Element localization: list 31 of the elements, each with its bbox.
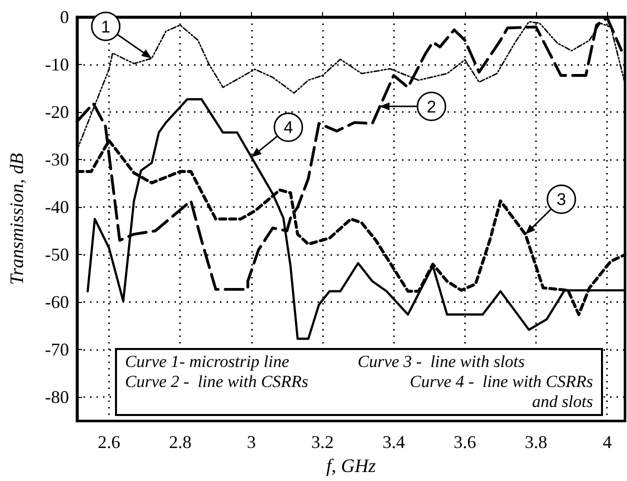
x-tick-label: 3.2 bbox=[311, 432, 334, 452]
numbered-callout: 4 bbox=[251, 112, 304, 158]
annotation: 3 bbox=[556, 190, 566, 210]
x-tick-label: 3.8 bbox=[524, 432, 548, 452]
x-tick-label: 3.4 bbox=[382, 432, 405, 452]
y-tick-label: -60 bbox=[45, 292, 69, 312]
annotation: Curve 2 - line with CSRRs bbox=[125, 372, 310, 393]
y-tick-label: -30 bbox=[45, 150, 69, 170]
x-tick-label: 2.8 bbox=[168, 432, 192, 452]
y-tick-label: -10 bbox=[45, 54, 69, 75]
annotation: 4 bbox=[284, 118, 294, 138]
y-tick-label: 0 bbox=[60, 7, 69, 27]
numbered-callout: 1 bbox=[90, 12, 152, 58]
annotation: Curve 3 - line with slots bbox=[358, 352, 526, 372]
x-tick-label: 4 bbox=[602, 432, 612, 452]
numbered-callout: 2 bbox=[379, 92, 446, 122]
y-axis-title: Transmission, dB bbox=[7, 152, 28, 285]
y-tick-label: -70 bbox=[45, 340, 69, 360]
y-tick-label: -40 bbox=[45, 197, 69, 218]
x-tick-label: 3 bbox=[246, 432, 256, 452]
numbered-callout: 3 bbox=[525, 184, 576, 234]
annotation: Curve 1- microstrip line bbox=[125, 352, 290, 372]
y-tick-label: -80 bbox=[45, 387, 69, 408]
annotation: 1 bbox=[100, 17, 110, 36]
x-tick-label: 3.6 bbox=[454, 432, 476, 452]
annotation: 2 bbox=[426, 97, 436, 116]
y-tick-label: -20 bbox=[45, 102, 69, 122]
x-axis-title: f, GHz bbox=[326, 456, 376, 477]
annotation: Curve 4 - line with CSRRs and slots bbox=[408, 372, 593, 412]
x-tick-label: 2.6 bbox=[98, 432, 120, 452]
y-tick-label: -50 bbox=[45, 244, 69, 265]
